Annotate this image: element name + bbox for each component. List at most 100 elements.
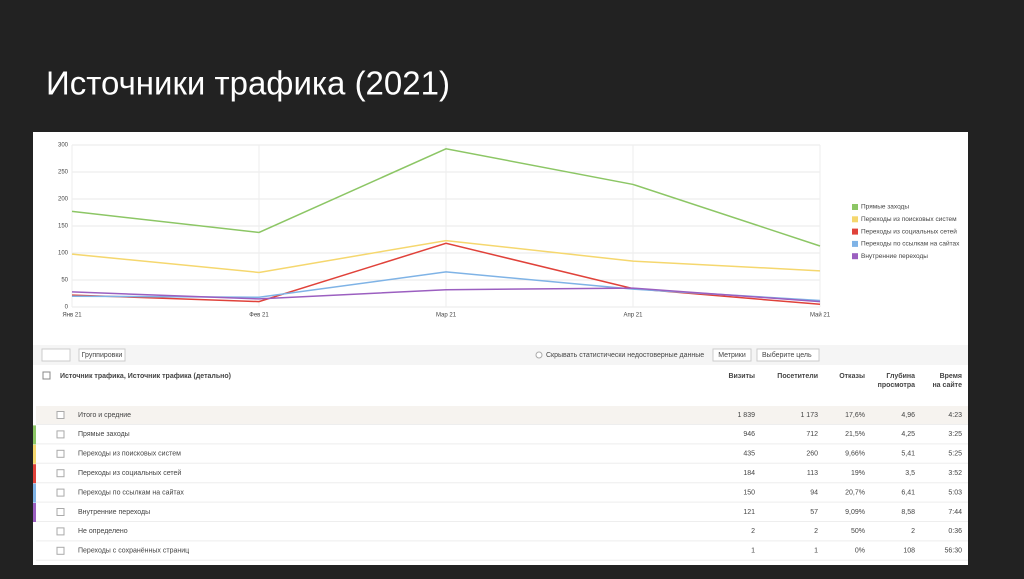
toolbar <box>33 345 968 365</box>
legend-label: Переходы из социальных сетей <box>861 227 957 235</box>
series-line <box>71 242 821 306</box>
cell-name: Внутренние переходы <box>78 509 150 516</box>
x-tick-label: Янв 21 <box>62 313 82 319</box>
goal-select[interactable] <box>756 348 820 362</box>
cell-name: Переходы из поисковых систем <box>78 451 181 458</box>
cell-value: 2 <box>751 528 755 535</box>
legend-swatch <box>852 240 858 247</box>
row-color-bar <box>33 425 36 445</box>
cell-name: Не определено <box>78 528 128 535</box>
legend-label: Переходы из поисковых систем <box>861 216 957 223</box>
y-tick-label: 250 <box>58 170 69 176</box>
hide-toggle[interactable] <box>535 351 543 359</box>
row-color-bar <box>33 483 36 503</box>
grouping-button[interactable] <box>78 348 126 362</box>
row-check <box>56 449 65 458</box>
cell-value: 108 <box>903 548 915 555</box>
slide-title: Источники трафика (2021) <box>46 65 450 102</box>
y-tick-label: 150 <box>58 224 69 230</box>
cell-value: 121 <box>743 509 755 516</box>
row-check <box>56 430 65 439</box>
grouping-label: Группировки <box>82 352 123 359</box>
cell-value: 3:25 <box>948 431 962 438</box>
legend-label: Переходы по ссылкам на сайтах <box>861 240 960 248</box>
cell-value: 712 <box>806 431 818 438</box>
row-check <box>56 488 65 497</box>
cell-value: 4,25 <box>901 431 915 438</box>
y-tick-label: 200 <box>58 197 69 203</box>
x-tick-label: Мар 21 <box>436 313 457 319</box>
column-header: Посетители <box>777 373 818 380</box>
total-row-bg <box>36 406 968 424</box>
cell-value: 1 839 <box>737 412 755 419</box>
header-check <box>42 371 51 380</box>
cell-value: 21,5% <box>845 431 865 438</box>
cell-value: 184 <box>743 470 755 477</box>
cell-value: 3:52 <box>948 470 962 477</box>
legend-swatch <box>852 228 858 235</box>
row-check <box>56 411 65 419</box>
y-tick-label: 300 <box>58 143 69 149</box>
series-line <box>71 147 821 247</box>
y-tick-label: 100 <box>58 251 69 257</box>
view-toggle[interactable] <box>41 348 71 362</box>
cell-value: 17,6% <box>845 412 865 419</box>
cell-value: 50% <box>851 528 865 535</box>
goal-label: Выберите цель <box>762 351 812 359</box>
cell-value: 19% <box>851 470 865 477</box>
legend-swatch <box>852 253 858 260</box>
row-color-bar <box>33 464 36 484</box>
cell-value: 260 <box>806 451 818 458</box>
cell-value: 2 <box>814 528 818 535</box>
cell-value: 2 <box>911 528 915 535</box>
metrics-label: Метрики <box>718 352 746 359</box>
y-tick-label: 0 <box>65 305 69 311</box>
cell-value: 4,96 <box>901 412 915 419</box>
row-check <box>56 546 65 555</box>
legend-label: Прямые заходы <box>861 204 909 211</box>
row-color-bar <box>33 503 36 522</box>
cell-value: 5:03 <box>948 489 962 496</box>
column-header: Источник трафика, Источник трафика (дета… <box>60 373 231 380</box>
column-header: Визиты <box>728 373 755 380</box>
cell-name: Прямые заходы <box>78 431 130 438</box>
row-check <box>56 469 65 478</box>
cell-value: 57 <box>810 509 818 516</box>
metrics-button[interactable] <box>712 348 752 362</box>
legend-label: Внутренние переходы <box>861 253 928 260</box>
column-header: Отказы <box>839 373 865 380</box>
x-tick-label: Май 21 <box>810 312 831 319</box>
legend-swatch <box>852 204 858 210</box>
cell-value: 6,41 <box>901 489 915 496</box>
series-line <box>71 239 821 274</box>
x-tick-label: Апр 21 <box>624 313 644 319</box>
cell-value: 9,09% <box>845 509 865 516</box>
cell-value: 1 173 <box>800 412 818 419</box>
cell-value: 20,7% <box>845 489 865 496</box>
cell-value: 946 <box>743 431 755 438</box>
column-header: Глубина просмотра <box>878 372 915 389</box>
row-check <box>56 527 65 536</box>
cell-value: 1 <box>751 548 755 555</box>
column-header: Время на сайте <box>932 373 962 389</box>
cell-value: 56:30 <box>944 548 962 555</box>
cell-name: Переходы из социальных сетей <box>78 469 181 477</box>
cell-name: Переходы с сохранённых страниц <box>78 548 189 555</box>
cell-value: 9,66% <box>845 451 865 458</box>
cell-value: 5:25 <box>948 451 962 458</box>
cell-name: Итого и средние <box>78 412 131 419</box>
legend-swatch <box>852 216 858 223</box>
x-tick-label: Фев 21 <box>249 313 269 319</box>
series-line <box>71 287 821 303</box>
cell-value: 94 <box>810 489 818 496</box>
cell-value: 0% <box>855 548 865 555</box>
cell-value: 8,58 <box>901 509 915 516</box>
cell-name: Переходы по ссылкам на сайтах <box>78 488 184 496</box>
hide-label: Скрывать статистически недостоверные дан… <box>546 352 704 359</box>
cell-value: 0:36 <box>948 528 962 535</box>
cell-value: 7:44 <box>948 509 962 516</box>
y-tick-label: 50 <box>61 278 68 284</box>
cell-value: 5,41 <box>901 451 915 458</box>
cell-value: 3,5 <box>905 470 915 477</box>
